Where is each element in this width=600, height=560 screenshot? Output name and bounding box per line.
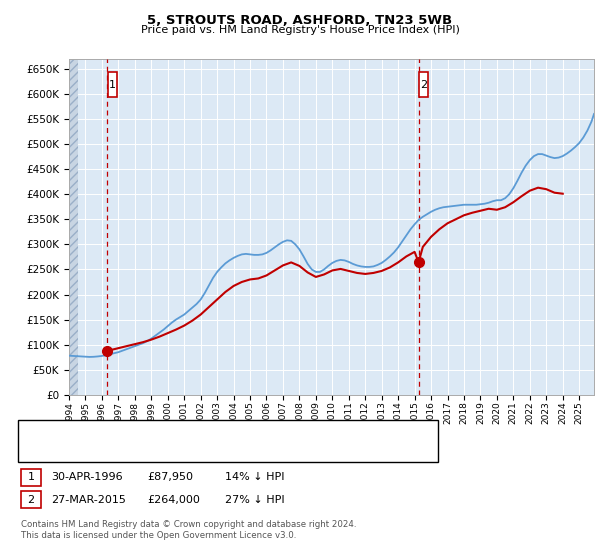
FancyBboxPatch shape <box>419 72 428 97</box>
Text: 27-MAR-2015: 27-MAR-2015 <box>51 494 126 505</box>
Text: 1: 1 <box>109 80 116 90</box>
FancyBboxPatch shape <box>108 72 117 97</box>
Bar <box>69 59 78 395</box>
Text: £264,000: £264,000 <box>147 494 200 505</box>
Text: £87,950: £87,950 <box>147 472 193 482</box>
Text: 1: 1 <box>28 472 34 482</box>
Text: HPI: Average price, detached house, Ashford: HPI: Average price, detached house, Ashf… <box>60 445 278 454</box>
Text: Price paid vs. HM Land Registry's House Price Index (HPI): Price paid vs. HM Land Registry's House … <box>140 25 460 35</box>
Text: 14% ↓ HPI: 14% ↓ HPI <box>225 472 284 482</box>
Text: 5, STROUTS ROAD, ASHFORD, TN23 5WB (detached house): 5, STROUTS ROAD, ASHFORD, TN23 5WB (deta… <box>60 428 351 437</box>
Text: 2: 2 <box>28 494 34 505</box>
Text: Contains HM Land Registry data © Crown copyright and database right 2024.
This d: Contains HM Land Registry data © Crown c… <box>21 520 356 540</box>
Text: 27% ↓ HPI: 27% ↓ HPI <box>225 494 284 505</box>
Text: 5, STROUTS ROAD, ASHFORD, TN23 5WB: 5, STROUTS ROAD, ASHFORD, TN23 5WB <box>148 14 452 27</box>
Text: 2: 2 <box>421 80 427 90</box>
Text: 30-APR-1996: 30-APR-1996 <box>51 472 122 482</box>
